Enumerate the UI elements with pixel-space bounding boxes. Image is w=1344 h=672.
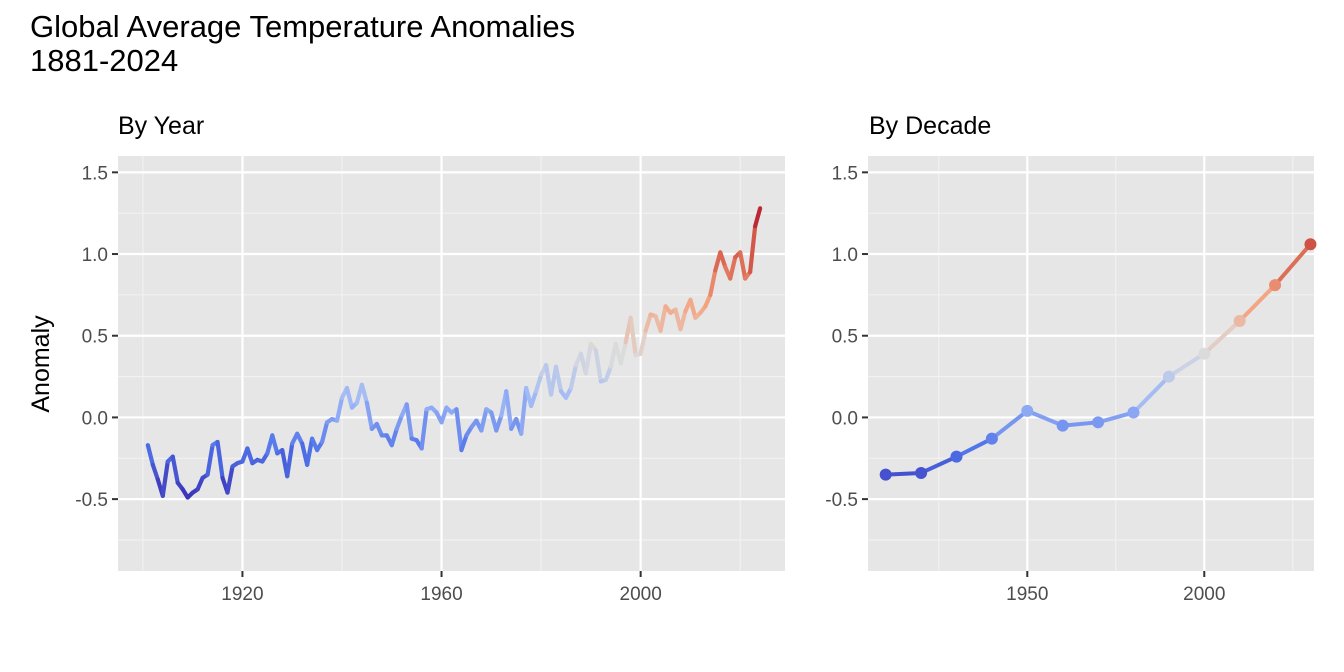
series-segment: [389, 426, 399, 448]
chart-title: Global Average Temperature Anomalies 188…: [30, 10, 575, 78]
series-segment: [439, 405, 449, 425]
series-segment: [494, 413, 504, 433]
series-segment: [404, 402, 414, 441]
y-tick-label: -0.5: [825, 490, 858, 511]
x-tick-label: 1950: [1006, 584, 1048, 605]
panel-title-by-year: By Year: [118, 112, 205, 140]
panel-title-by-decade: By Decade: [869, 112, 992, 140]
series-segment: [419, 407, 429, 451]
series-segment: [364, 400, 374, 431]
series-segment: [504, 389, 514, 431]
data-point: [1127, 406, 1140, 419]
series-segment: [285, 441, 295, 479]
data-point: [1056, 419, 1069, 432]
y-tick-label: 0.5: [82, 327, 108, 348]
data-point: [1269, 279, 1282, 292]
series-segment: [583, 341, 593, 376]
data-point: [879, 468, 892, 481]
y-tick-label: -0.5: [75, 490, 108, 511]
y-tick-label: 0.0: [832, 408, 858, 429]
series-segment: [394, 413, 404, 431]
plot-background: [868, 156, 1314, 571]
series-segment: [628, 315, 638, 358]
chart-title-line1: Global Average Temperature Anomalies: [30, 9, 576, 44]
series-segment: [1025, 408, 1065, 428]
x-tick-label: 2000: [1183, 584, 1225, 605]
series-segment: [334, 395, 345, 423]
series-segment: [738, 250, 748, 281]
x-tick-label: 2000: [620, 584, 662, 605]
series-segment: [989, 408, 1030, 441]
series-segment: [225, 464, 235, 495]
series-segment: [618, 340, 628, 366]
series-segment: [1096, 410, 1136, 425]
series-segment: [170, 454, 180, 485]
y-tick-label: 0.0: [82, 408, 108, 429]
panel-by-decade: -0.5 0.0 0.5 1.0 1.5 1950 2000: [825, 156, 1317, 605]
series-segment: [643, 312, 653, 333]
series-segment: [305, 436, 315, 467]
series-segment: [728, 255, 738, 281]
series-segment: [215, 439, 225, 480]
data-point: [1021, 404, 1034, 417]
series-segment: [344, 385, 355, 410]
series-segment: [919, 454, 959, 475]
series-segment: [1237, 283, 1278, 324]
y-tick-label: 1.0: [82, 245, 108, 266]
series-segment: [753, 206, 763, 229]
series-segment: [954, 436, 994, 459]
series-segment: [688, 297, 698, 320]
series-segment: [1166, 351, 1207, 379]
y-tick-label: 1.5: [832, 163, 858, 184]
series-segment: [718, 250, 728, 270]
series-segment: [658, 304, 668, 333]
series-segment: [454, 407, 464, 453]
y-tick-label: 1.5: [82, 163, 108, 184]
series-segment: [359, 382, 369, 405]
series-segment: [748, 224, 758, 275]
x-tick-label: 1960: [420, 584, 462, 605]
chart-title-line2: 1881-2024: [30, 43, 179, 78]
series-segment: [145, 443, 155, 467]
x-tick-label: 1920: [221, 584, 263, 605]
data-point: [1162, 370, 1175, 383]
series-segment: [519, 385, 529, 436]
y-axis-label: Anomaly: [27, 315, 55, 413]
data-point: [1233, 315, 1246, 328]
series-segment: [459, 433, 469, 453]
series-segment: [534, 372, 544, 394]
series-segment: [150, 462, 160, 482]
data-point: [915, 466, 928, 479]
series-segment: [160, 459, 170, 498]
y-tick-label: 0.5: [832, 327, 858, 348]
series-segment: [1202, 319, 1242, 356]
series-segment: [529, 389, 539, 409]
series-segment: [638, 328, 648, 356]
series-segment: [708, 268, 718, 297]
series-segment: [593, 348, 603, 384]
series-segment: [245, 446, 255, 466]
series-segment: [568, 363, 579, 391]
series-segment: [479, 407, 489, 433]
data-point: [1092, 416, 1105, 429]
data-point: [950, 450, 963, 463]
data-point: [1198, 347, 1211, 360]
data-point: [1304, 238, 1317, 251]
series-segment: [319, 420, 330, 445]
data-point: [985, 432, 998, 445]
y-tick-label: 1.0: [832, 245, 858, 266]
series-segment: [603, 364, 613, 382]
series-segment: [1131, 374, 1171, 415]
series-segment: [678, 309, 688, 332]
panel-by-year: -0.5 0.0 0.5 1.0 1.5 1920 1960 2000: [75, 156, 785, 605]
plot-background: [118, 156, 785, 571]
series-segment: [205, 443, 215, 477]
series-segment: [270, 433, 280, 456]
series-segment: [553, 364, 564, 394]
series-segment: [1273, 242, 1313, 288]
